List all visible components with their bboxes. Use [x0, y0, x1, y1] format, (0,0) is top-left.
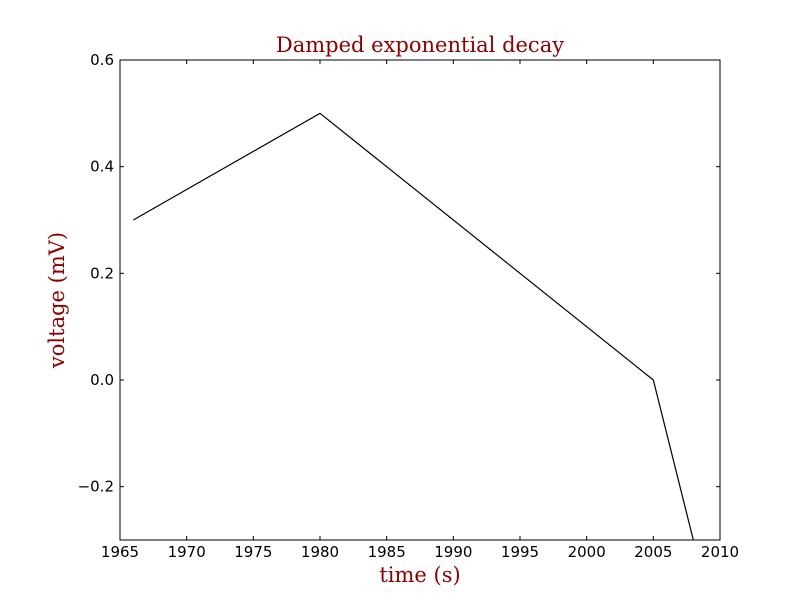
y-tick-label: −0.2: [78, 478, 114, 496]
x-tick-label: 1980: [301, 543, 339, 561]
x-tick-label: 1995: [501, 543, 539, 561]
x-tick-label: 2010: [701, 543, 739, 561]
plot-area: [133, 112, 694, 540]
axes-frame: [119, 59, 721, 541]
x-tick-label: 2005: [634, 543, 672, 561]
x-tick-label: 1970: [168, 543, 206, 561]
y-tick-label: 0.2: [90, 264, 114, 282]
x-axis-label: time (s): [379, 563, 460, 587]
chart-title: Damped exponential decay: [276, 33, 564, 57]
series-line-0: [133, 112, 694, 540]
y-tick-label: 0.4: [90, 158, 114, 176]
y-axis-label: voltage (mV): [45, 232, 69, 369]
x-tick-label: 1990: [434, 543, 472, 561]
x-tick-label: 1985: [368, 543, 406, 561]
x-tick-label: 2000: [568, 543, 606, 561]
y-tick-label: 0.6: [90, 51, 114, 69]
ticks: 1965 1970 1975 1980 1985 1990 1995 2000 2005 2010…: [78, 51, 740, 561]
x-tick-label: 1965: [101, 543, 139, 561]
x-tick-label: 1975: [234, 543, 272, 561]
y-tick-label: 0.0: [90, 371, 114, 389]
